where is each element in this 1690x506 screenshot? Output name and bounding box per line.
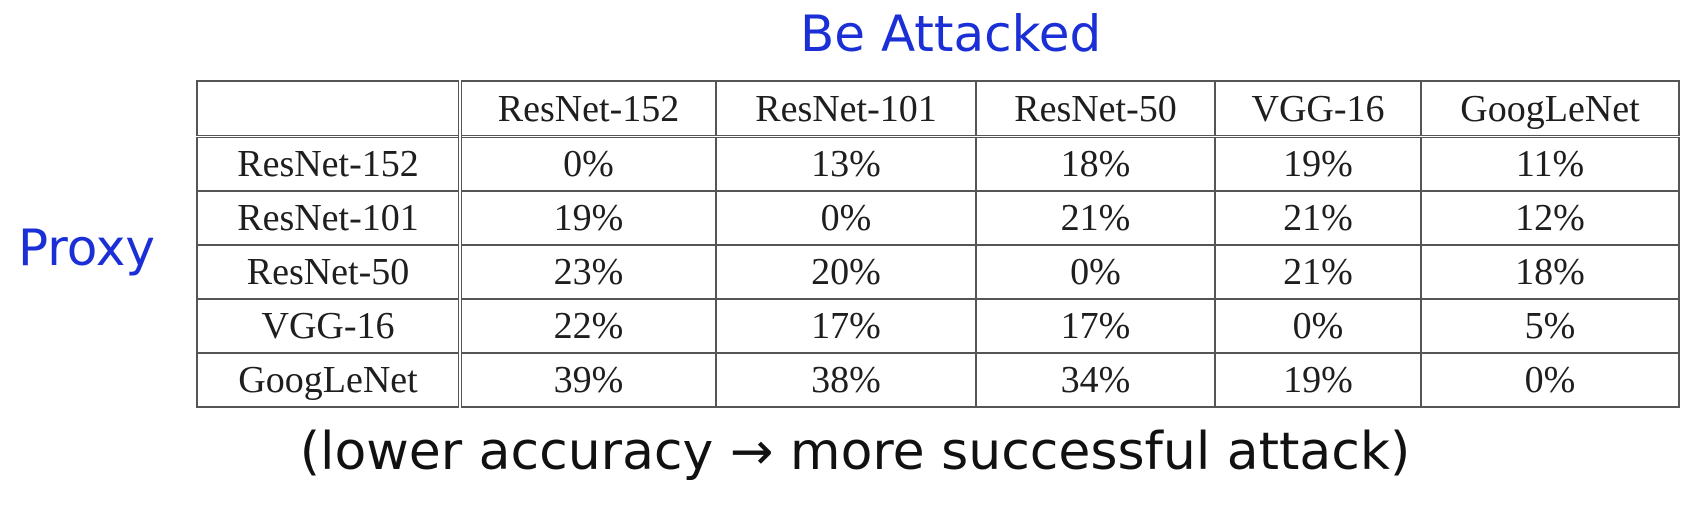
table-cell: 19% <box>459 190 717 246</box>
table-row: ResNet-152 0% 13% 18% 19% 11% <box>196 135 1680 192</box>
column-header: ResNet-50 <box>975 80 1216 138</box>
table-cell: 12% <box>1420 190 1680 246</box>
table-cell: 0% <box>459 135 717 192</box>
table-cell: 17% <box>975 298 1216 354</box>
table-cell: 0% <box>1214 298 1422 354</box>
table-cell: 21% <box>1214 244 1422 300</box>
column-header: GoogLeNet <box>1420 80 1680 138</box>
be-attacked-heading: Be Attacked <box>800 5 1102 63</box>
attack-accuracy-table: ResNet-152 ResNet-101 ResNet-50 VGG-16 G… <box>196 80 1680 408</box>
corner-cell <box>196 80 462 138</box>
table-cell: 21% <box>975 190 1216 246</box>
table-cell: 13% <box>715 135 977 192</box>
table-cell: 19% <box>1214 135 1422 192</box>
table-cell: 38% <box>715 352 977 408</box>
row-header: ResNet-152 <box>196 135 462 192</box>
table-cell: 23% <box>459 244 717 300</box>
row-header: GoogLeNet <box>196 352 462 408</box>
table-cell: 22% <box>459 298 717 354</box>
table-cell: 34% <box>975 352 1216 408</box>
table-cell: 17% <box>715 298 977 354</box>
row-header: VGG-16 <box>196 298 462 354</box>
proxy-heading: Proxy <box>18 219 155 277</box>
table-cell: 0% <box>975 244 1216 300</box>
column-header: VGG-16 <box>1214 80 1422 138</box>
table-cell: 0% <box>715 190 977 246</box>
table-cell: 11% <box>1420 135 1680 192</box>
table-cell: 5% <box>1420 298 1680 354</box>
table-cell: 39% <box>459 352 717 408</box>
row-header: ResNet-101 <box>196 190 462 246</box>
table-row: VGG-16 22% 17% 17% 0% 5% <box>196 298 1680 354</box>
column-header: ResNet-152 <box>459 80 717 138</box>
table-row: GoogLeNet 39% 38% 34% 19% 0% <box>196 352 1680 408</box>
table-cell: 0% <box>1420 352 1680 408</box>
table-cell: 20% <box>715 244 977 300</box>
table-cell: 19% <box>1214 352 1422 408</box>
table-cell: 18% <box>1420 244 1680 300</box>
caption: (lower accuracy → more successful attack… <box>299 422 1411 482</box>
table-cell: 18% <box>975 135 1216 192</box>
table-cell: 21% <box>1214 190 1422 246</box>
table-row: ResNet-50 23% 20% 0% 21% 18% <box>196 244 1680 300</box>
table-row: ResNet-101 19% 0% 21% 21% 12% <box>196 190 1680 246</box>
column-header: ResNet-101 <box>715 80 977 138</box>
header-row: ResNet-152 ResNet-101 ResNet-50 VGG-16 G… <box>196 80 1680 138</box>
row-header: ResNet-50 <box>196 244 462 300</box>
